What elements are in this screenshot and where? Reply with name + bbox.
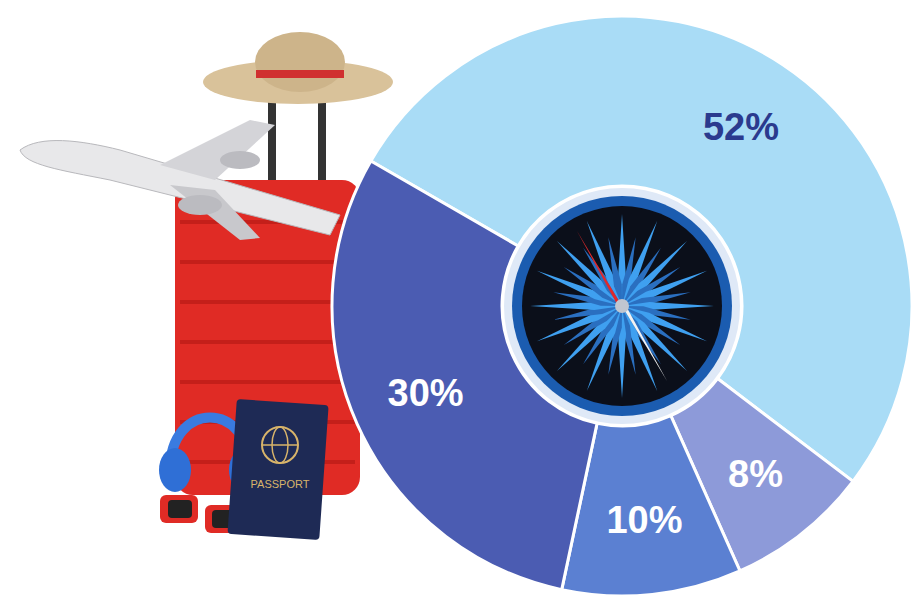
svg-text:10%: 10% — [606, 499, 682, 541]
svg-text:8%: 8% — [728, 453, 783, 495]
svg-text:52%: 52% — [703, 106, 779, 148]
svg-text:30%: 30% — [388, 372, 464, 414]
svg-text:PASSPORT: PASSPORT — [251, 478, 310, 490]
